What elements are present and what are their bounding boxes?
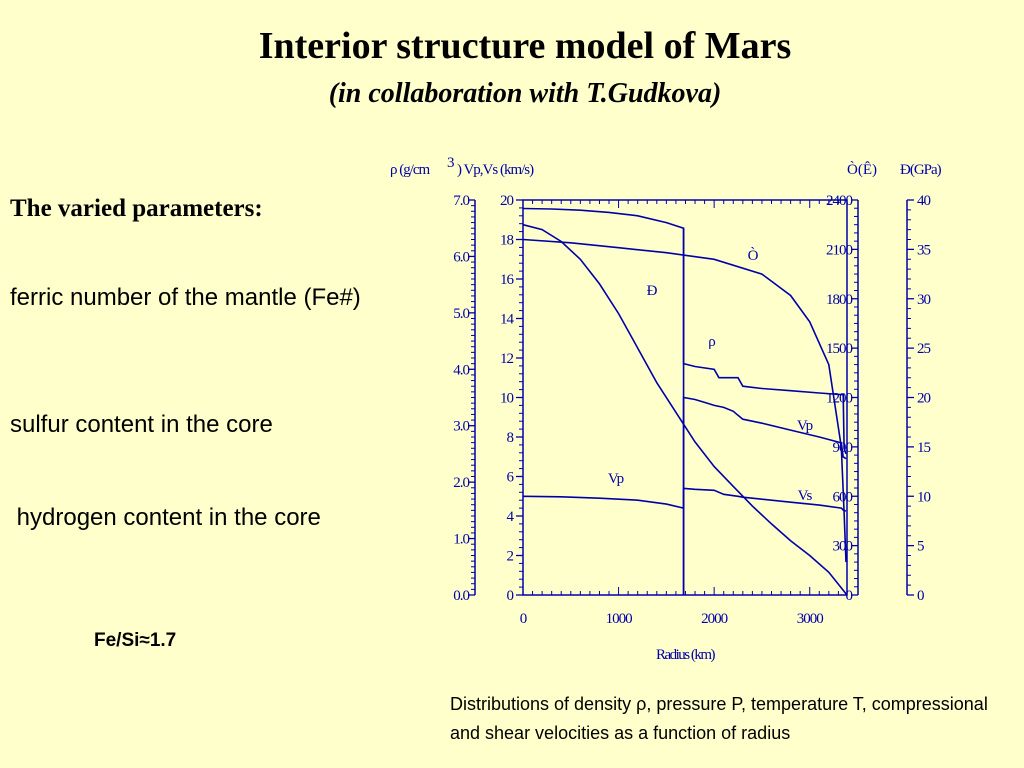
vel-tick-label: 0 [507,588,514,604]
parameter-item-fe: ferric number of the mantle (Fe#) [10,284,361,311]
density-curve-label: ρ [708,334,716,350]
page-subtitle: (in collaboration with T.Gudkova) [328,78,722,109]
figure-caption: Distributions of density ρ, pressure P, … [450,694,988,743]
rho-tick-label: 6.0 [453,249,469,265]
rho-tick-label: 4.0 [453,362,469,378]
vp-mantle-curve-label: Vp [797,418,813,434]
density-axis-label: ρ (g/cm [390,162,431,178]
vel-tick-label: 4 [507,509,515,525]
vel-tick-label: 14 [500,312,515,328]
pressure-curve-label: Ð [647,283,658,299]
series-line-vel-2 [682,487,847,595]
pressure-axis-label: Ð(GPa) [900,162,942,178]
temp-tick-label: 1500 [826,341,853,357]
temp-tick-label: 0 [846,588,853,604]
parameter-item-hydrogen: hydrogen content in the core [10,504,321,531]
vel-tick-label: 18 [500,233,514,249]
pres-tick-label: 0 [917,588,924,604]
pres-tick-label: 30 [917,292,931,308]
vel-tick-label: 2 [507,549,514,565]
rho-tick-label: 3.0 [453,419,469,435]
varied-parameters-panel: The varied parameters: [10,195,370,223]
rho-tick-label: 5.0 [453,306,469,322]
x-tick-label: 3000 [797,611,824,627]
series-line-pres-4 [522,223,848,596]
vs-curve-label: Vs [798,488,813,504]
temp-tick-label: 1800 [826,292,853,308]
x-axis-label: Radius (km) [656,647,716,663]
temp-tick-label: 2400 [826,193,853,209]
fe-si-ratio: Fe/Si≈1.7 [94,630,177,651]
mars-interior-chart: 0.0 1.0 2.0 3.0 4.0 5.0 6.0 7.0 0 2 4 6 8 10 12 14 16 18 2… [390,155,943,663]
x-tick-label: 1000 [606,611,633,627]
series-line-rho-0 [522,207,847,455]
pres-tick-label: 5 [917,539,924,555]
series-line-vel-1 [522,396,847,510]
vp-core-curve-label: Vp [608,471,624,487]
series-line-temp-3 [522,238,847,563]
vel-tick-label: 16 [500,272,515,288]
parameter-item-sulfur: sulfur content in the core [10,411,273,438]
density-unit-exponent: 3 [447,155,455,171]
rho-tick-label: 1.0 [453,532,469,548]
x-tick-label: 2000 [701,611,728,627]
pres-tick-label: 15 [917,440,931,456]
x-tick-label: 0 [520,611,527,627]
pres-tick-label: 20 [917,391,931,407]
temperature-axis-label: Ò(Ê) [847,161,877,178]
temp-tick-label: 2100 [826,242,853,258]
vel-tick-label: 8 [507,430,514,446]
parameters-heading: The varied parameters: [10,195,263,222]
vel-tick-label: 10 [500,391,514,407]
page-title: Interior structure model of Mars [258,25,792,67]
temp-tick-label: 300 [833,539,853,555]
rho-tick-label: 0.0 [453,588,469,604]
pres-tick-label: 25 [917,341,931,357]
pres-tick-label: 35 [917,242,931,258]
rho-tick-label: 7.0 [453,193,469,209]
vel-tick-label: 20 [500,193,514,209]
rho-tick-label: 2.0 [453,475,469,491]
vel-tick-label: 6 [507,470,515,486]
vel-tick-label: 12 [500,351,514,367]
temp-tick-label: 900 [833,440,853,456]
temp-tick-label: 1200 [826,391,853,407]
pres-tick-label: 10 [917,489,931,505]
velocity-axis-label: ) Vp,Vs (km/s) [457,162,534,178]
pres-tick-label: 40 [917,193,931,209]
temperature-curve-label: Ò [748,247,759,264]
